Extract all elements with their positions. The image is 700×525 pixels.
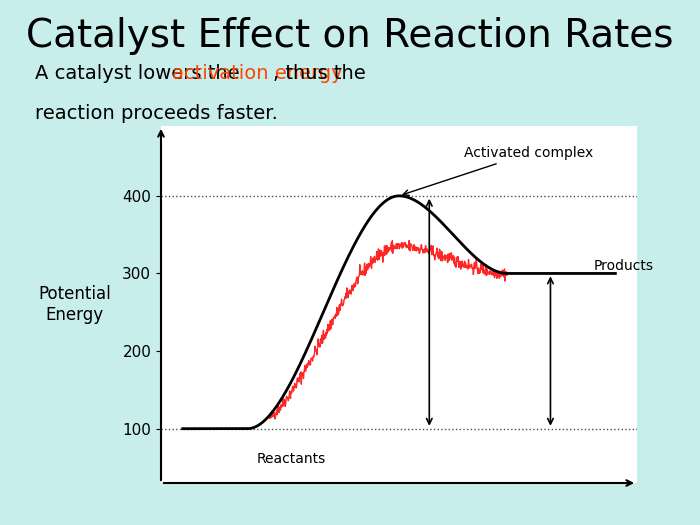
- Text: Products: Products: [594, 259, 654, 272]
- Text: Reactants: Reactants: [256, 452, 326, 466]
- Text: Potential
Energy: Potential Energy: [38, 285, 111, 324]
- Text: , thus the: , thus the: [273, 64, 365, 82]
- Text: Catalyst Effect on Reaction Rates: Catalyst Effect on Reaction Rates: [27, 17, 673, 55]
- Text: reaction proceeds faster.: reaction proceeds faster.: [35, 104, 278, 123]
- Text: A catalyst lowers the: A catalyst lowers the: [35, 64, 246, 82]
- Text: Activated complex: Activated complex: [403, 146, 593, 195]
- Text: activation energy: activation energy: [172, 64, 342, 82]
